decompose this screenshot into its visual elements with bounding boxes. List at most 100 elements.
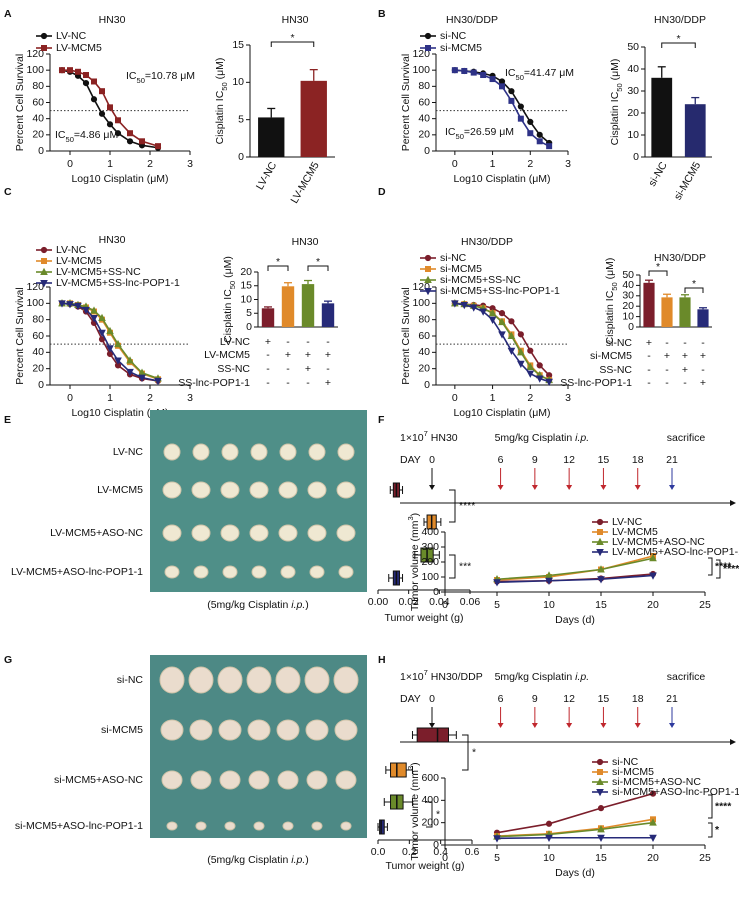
tumor — [307, 481, 327, 499]
significance-label: * — [715, 824, 720, 836]
y-tick-label: 60 — [418, 96, 430, 108]
y-tick-label: 20 — [627, 107, 639, 119]
caption-part: (5mg/kg Cisplatin — [207, 599, 291, 611]
point — [58, 300, 66, 308]
x-tick-label: 0 — [452, 392, 458, 404]
x-tick-label: si-MCM5 — [672, 160, 703, 203]
point — [451, 300, 459, 308]
y-tick-label: 600 — [421, 772, 439, 784]
point — [139, 138, 145, 145]
y-tick-label: 20 — [622, 300, 634, 312]
x-tick-label: 2 — [147, 158, 153, 170]
tumor — [193, 565, 209, 579]
point — [155, 143, 161, 150]
point — [597, 834, 605, 843]
point — [493, 835, 501, 843]
table-sign: + — [305, 349, 311, 361]
point — [106, 345, 114, 353]
significance-bracket — [426, 801, 433, 828]
row-label: si-MCM5+ASO-lnc-POP1-1 — [15, 820, 143, 832]
point — [126, 138, 134, 145]
y-axis-label-part: (μM) — [604, 258, 616, 283]
table-sign: + — [682, 364, 688, 376]
bar — [300, 80, 327, 157]
point — [527, 118, 534, 126]
x-tick-label: 5 — [494, 852, 500, 864]
significance-label: * — [290, 32, 294, 44]
significance-label: *** — [459, 560, 471, 572]
legend-marker — [424, 275, 432, 283]
y-tick-label: 10 — [622, 310, 634, 322]
annotation-part: =41.47 μM — [524, 67, 574, 79]
point — [493, 579, 501, 587]
x-tick-label: 0 — [67, 158, 73, 170]
y-axis-label-part: Tumor volume (mm — [409, 520, 421, 611]
tumor — [311, 821, 323, 831]
annotation-part: IC — [445, 126, 456, 138]
x-tick-label: 1 — [490, 158, 496, 170]
annotation-part: IC — [505, 67, 516, 79]
significance-label: * — [692, 278, 696, 290]
timeline-day: 12 — [563, 693, 575, 705]
x-tick-label: 2 — [527, 392, 533, 404]
timeline-day: 6 — [498, 454, 504, 466]
x-axis-label: Log10 Cisplatin (μM) — [71, 407, 168, 419]
table-sign: - — [665, 337, 669, 349]
y-tick-label: 0 — [246, 321, 252, 333]
table-sign: - — [286, 336, 290, 348]
x-tick-label: 3 — [565, 392, 571, 404]
arrow-head — [531, 723, 538, 728]
series-line — [496, 821, 654, 838]
x-tick-label: 0.6 — [465, 846, 480, 858]
legend-marker — [40, 32, 48, 40]
x-tick-label: 10 — [543, 852, 555, 864]
point — [545, 378, 553, 387]
significance-bracket — [708, 557, 713, 576]
panel-letter: A — [4, 8, 12, 20]
point — [90, 96, 98, 103]
tumor — [224, 821, 236, 831]
point — [75, 68, 81, 75]
timeline-inoculation-part: 7 — [424, 429, 428, 438]
x-tick-label: 2 — [147, 392, 153, 404]
tumor — [280, 565, 296, 579]
x-tick-label: si-NC — [646, 160, 670, 189]
y-tick-label: 5 — [246, 307, 252, 319]
y-tick-label: 40 — [627, 63, 639, 75]
series-line — [496, 557, 654, 581]
tumor — [195, 821, 207, 831]
point — [489, 76, 496, 83]
x-axis-label: Tumor weight (g) — [386, 860, 465, 872]
caption-part: (5mg/kg Cisplatin — [207, 854, 291, 866]
legend-marker — [41, 258, 47, 264]
legend-label: si-MCM5 — [612, 766, 654, 778]
table-sign: - — [647, 350, 651, 362]
y-tick-label: 40 — [622, 279, 634, 291]
arrow-head — [497, 485, 504, 490]
point — [508, 97, 515, 104]
series-line — [496, 574, 654, 584]
tumor — [276, 719, 300, 741]
chart-title: HN30/DDP — [446, 14, 498, 26]
point — [480, 72, 487, 79]
tumor — [249, 524, 269, 542]
y-tick-label: 400 — [421, 526, 439, 538]
y-tick-label: 40 — [418, 112, 430, 124]
y-tick-label: 20 — [32, 362, 44, 374]
table-sign: - — [306, 336, 310, 348]
chart-title: HN30/DDP — [654, 252, 706, 264]
tumor — [304, 666, 330, 694]
table-sign: - — [647, 364, 651, 376]
point — [126, 368, 134, 377]
tumor — [333, 666, 359, 694]
annotation-part: =4.86 μM — [74, 129, 118, 141]
tumor — [162, 524, 182, 542]
y-axis-label: Percent Cell Survival — [400, 54, 412, 151]
legend-marker — [596, 537, 604, 545]
x-tick-label: 5 — [494, 599, 500, 611]
table-sign: + — [265, 336, 271, 348]
legend-marker — [41, 45, 47, 51]
arrow-head — [497, 723, 504, 728]
bar — [321, 303, 335, 327]
timeline-treatment: 5mg/kg Cisplatin i.p. — [495, 432, 590, 444]
